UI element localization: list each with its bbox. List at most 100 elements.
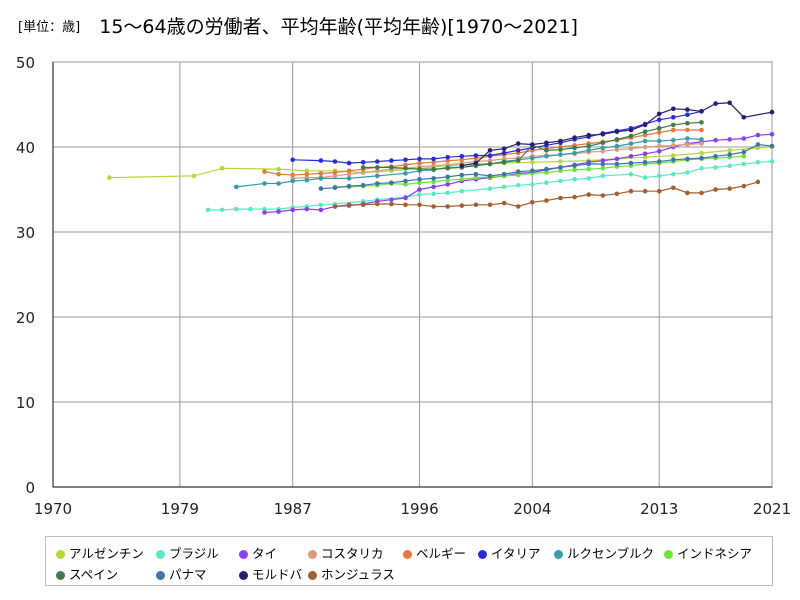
data-point [290, 157, 296, 163]
data-point [375, 168, 380, 174]
data-point [318, 171, 324, 176]
data-point [332, 159, 338, 164]
data-point [473, 175, 479, 180]
data-point [304, 168, 310, 174]
data-point [558, 152, 563, 157]
legend-item: コスタリカ [308, 543, 384, 562]
data-point [515, 169, 521, 174]
data-point [318, 176, 324, 181]
data-point [600, 140, 606, 146]
data-point [515, 172, 521, 178]
data-point [769, 132, 775, 137]
data-point [628, 141, 634, 146]
data-point [375, 165, 380, 170]
data-point [671, 157, 676, 163]
data-point [671, 106, 676, 112]
data-point [614, 129, 620, 134]
legend-swatch [478, 550, 487, 559]
data-point [656, 117, 662, 123]
data-point [403, 195, 408, 201]
data-point [290, 207, 296, 213]
data-point [219, 207, 225, 213]
data-point [685, 190, 690, 196]
data-point [530, 182, 535, 187]
data-point [459, 157, 465, 163]
data-point [769, 143, 775, 149]
y-tick-label: 0 [25, 479, 35, 497]
legend-item: パナマ [156, 564, 207, 583]
data-point [487, 186, 493, 191]
data-point [346, 160, 352, 166]
data-point [332, 204, 338, 209]
data-point [276, 209, 281, 214]
data-point [360, 160, 366, 165]
data-point [318, 186, 324, 191]
x-tick-label: 2004 [513, 500, 551, 518]
legend-item: イタリア [478, 543, 541, 562]
legend-swatch [56, 571, 65, 580]
data-point [248, 206, 253, 212]
legend-item: ブラジル [156, 543, 219, 562]
chart-title: 15～64歳の労働者、平均年齢(平均年齢)[1970～2021] [99, 16, 578, 38]
data-point [431, 166, 436, 172]
x-tick-label: 2013 [640, 500, 678, 518]
data-point [234, 184, 239, 190]
data-point [487, 173, 493, 179]
data-point [375, 173, 380, 179]
data-point [290, 172, 296, 178]
legend-swatch [403, 550, 412, 559]
data-point [544, 180, 549, 185]
x-tick-label: 1979 [161, 500, 199, 518]
data-point [628, 146, 634, 151]
data-point [685, 107, 690, 112]
data-point [600, 161, 606, 167]
data-point [642, 188, 648, 194]
data-point [586, 148, 591, 153]
data-point [487, 153, 493, 158]
y-tick-label: 30 [16, 224, 35, 242]
legend-label: イタリア [491, 546, 541, 561]
data-point [445, 158, 451, 163]
data-point [403, 202, 408, 208]
plot-frame [52, 61, 773, 488]
data-point [304, 171, 310, 177]
data-point [656, 159, 662, 164]
data-point [600, 193, 606, 198]
data-point [685, 136, 690, 141]
y-tick-label: 20 [16, 309, 35, 327]
legend-label: ブラジル [169, 546, 219, 561]
data-point [501, 200, 507, 206]
data-point [431, 184, 436, 190]
data-point [699, 120, 704, 125]
data-point [332, 185, 338, 191]
data-point [642, 132, 648, 138]
data-point [628, 188, 634, 194]
data-point [346, 168, 352, 174]
data-point [487, 161, 493, 167]
data-point [558, 178, 563, 184]
legend-label: ホンジュラス [321, 567, 395, 582]
series-line-10 [461, 102, 773, 167]
data-point [515, 204, 521, 209]
data-point [431, 160, 436, 165]
data-point [403, 162, 408, 168]
data-point [741, 161, 747, 167]
data-point [544, 140, 549, 146]
data-point [671, 127, 676, 133]
data-point [389, 158, 394, 163]
data-point [741, 115, 747, 120]
data-point [741, 136, 747, 141]
data-point [276, 181, 281, 186]
data-point [205, 207, 211, 213]
data-point [346, 183, 352, 189]
data-point [346, 176, 352, 181]
data-point [656, 188, 662, 194]
legend-item: ルクセンブルク [554, 543, 654, 562]
data-point [699, 127, 704, 133]
data-point [642, 129, 648, 134]
data-point [360, 170, 366, 175]
data-point [431, 191, 436, 197]
legend-item: アルゼンチン [56, 543, 144, 562]
data-point [671, 185, 676, 191]
data-point [614, 137, 620, 142]
